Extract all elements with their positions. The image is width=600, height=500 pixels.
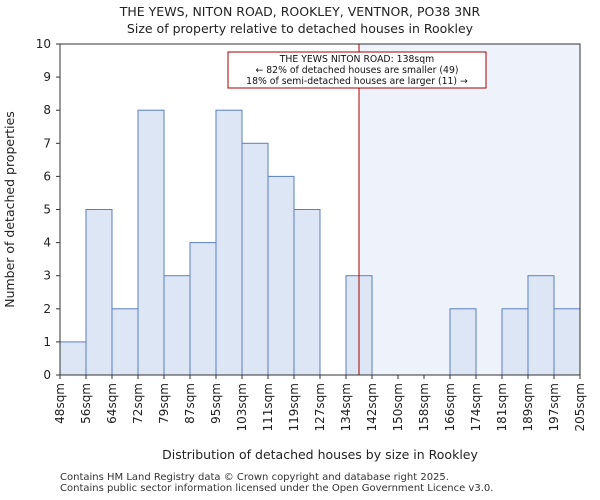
x-tick-label: 197sqm [547,383,561,431]
bar-87sqm [189,242,217,376]
x-tick-label: 181sqm [495,383,509,431]
y-tick-label: 6 [43,169,51,183]
y-ticks: 0 1 2 3 4 5 6 7 8 9 10 [36,37,60,382]
bar-166sqm [449,308,477,376]
bar-181sqm [501,308,529,376]
y-tick-label: 5 [43,203,51,217]
y-tick-label: 8 [43,103,51,117]
annotation-line-1: THE YEWS NITON ROAD: 138sqm [279,54,434,65]
bar-79sqm [163,275,191,376]
x-tick-label: 127sqm [313,383,327,431]
annotation-box [227,51,487,89]
x-tick-label: 119sqm [287,383,301,431]
y-axis-label: Number of detached properties [2,111,17,308]
x-tick-label: 150sqm [391,383,405,431]
bar-189sqm [527,275,555,376]
x-tick-label: 48sqm [53,383,67,424]
x-tick-label: 174sqm [469,383,483,431]
x-tick-label: 95sqm [209,383,223,424]
annotation-line-3: 18% of semi-detached houses are larger (… [246,76,468,87]
x-ticks: 48sqm 56sqm 64sqm 72sqm 79sqm 87sqm 95sqm 103sq… [53,375,587,431]
footer-line-1: Contains HM Land Registry data © Crown c… [60,472,449,483]
x-tick-label: 87sqm [183,383,197,424]
bar-95sqm [215,109,243,376]
x-tick-label: 64sqm [105,383,119,424]
y-tick-label: 9 [43,70,51,84]
x-tick-label: 79sqm [157,383,171,424]
bar-64sqm [111,308,139,376]
footer-line-2: Contains public sector information licen… [60,483,494,494]
bar-119sqm [293,209,321,376]
x-tick-label: 166sqm [443,383,457,431]
x-tick-label: 111sqm [261,383,275,431]
y-tick-label: 7 [43,136,51,150]
x-axis-label: Distribution of detached houses by size … [162,447,478,462]
x-tick-label: 205sqm [573,383,587,431]
annotation-line-2: ← 82% of detached houses are smaller (49… [256,65,459,76]
chart-title: THE YEWS, NITON ROAD, ROOKLEY, VENTNOR, … [119,4,481,19]
x-tick-label: 56sqm [79,383,93,424]
y-tick-label: 4 [43,236,51,250]
bar-48sqm [59,341,87,376]
bar-111sqm [267,175,295,376]
bar-72sqm [137,109,165,376]
y-tick-label: 0 [43,368,51,382]
chart-subtitle: Size of property relative to detached ho… [126,21,474,36]
y-tick-label: 2 [43,302,51,316]
x-tick-label: 72sqm [131,383,145,424]
y-tick-label: 10 [36,37,51,51]
x-tick-label: 189sqm [521,383,535,431]
plot-frame [59,43,581,376]
x-tick-label: 158sqm [417,383,431,431]
x-tick-label: 103sqm [235,383,249,431]
x-tick-label: 142sqm [365,383,379,431]
bar-56sqm [85,209,113,376]
y-tick-label: 3 [43,269,51,283]
bar-103sqm [241,142,269,376]
x-tick-label: 134sqm [339,383,353,431]
bar-197sqm [553,308,581,376]
y-tick-label: 1 [43,335,51,349]
bars-group [59,109,581,376]
